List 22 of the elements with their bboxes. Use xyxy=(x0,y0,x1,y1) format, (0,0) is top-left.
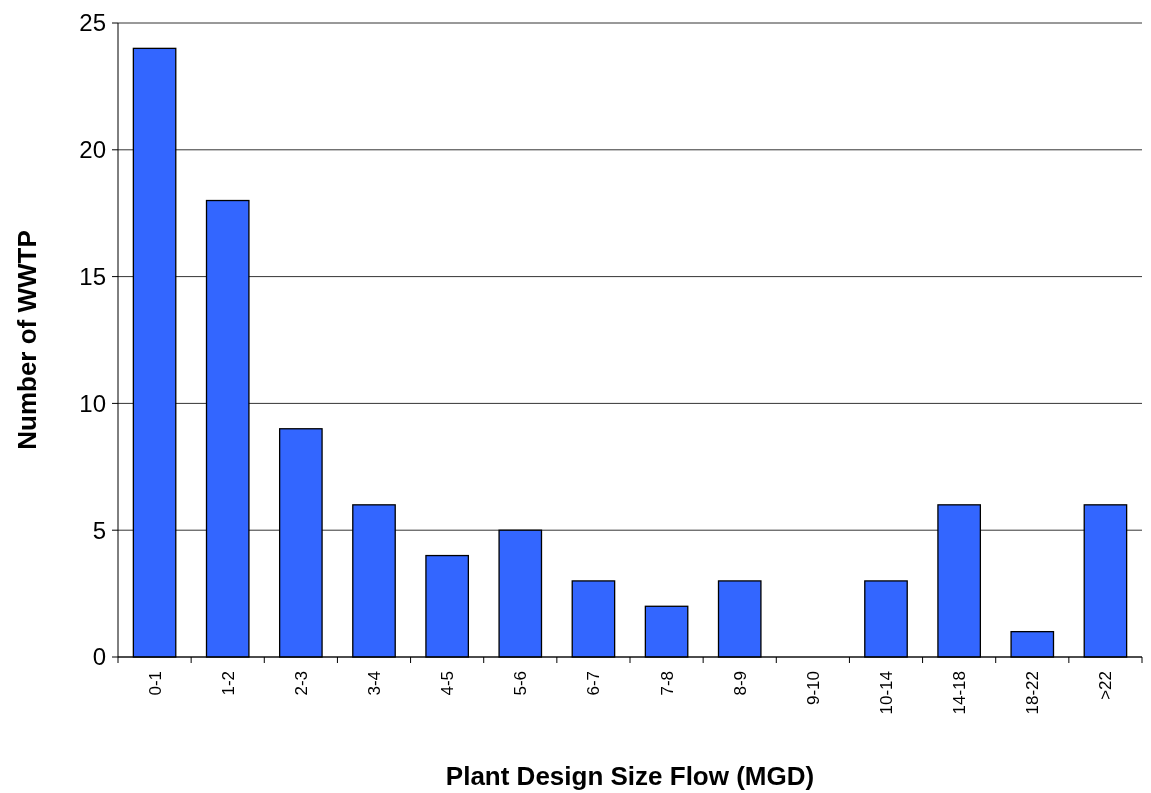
x-tick-label: 18-22 xyxy=(1023,671,1043,715)
y-tick-label: 5 xyxy=(92,516,106,544)
x-tick-label: 4-5 xyxy=(438,671,458,696)
x-tick-label: 8-9 xyxy=(730,671,750,696)
x-tick-label: 3-4 xyxy=(364,671,384,696)
x-tick-label: 14-18 xyxy=(950,671,970,715)
x-tick-label: >22 xyxy=(1096,671,1116,700)
x-tick-label: 2-3 xyxy=(291,671,311,696)
y-axis-title: Number of WWTP xyxy=(12,230,42,450)
y-tick-label: 10 xyxy=(79,389,106,417)
x-axis-title: Plant Design Size Flow (MGD) xyxy=(445,761,815,791)
y-tick-label: 25 xyxy=(79,9,106,37)
x-tick-label: 9-10 xyxy=(803,671,823,706)
x-tick-label: 6-7 xyxy=(584,671,604,696)
x-tick-label: 1-2 xyxy=(218,671,238,696)
y-tick-label: 20 xyxy=(79,136,106,164)
x-tick-label: 7-8 xyxy=(657,671,677,696)
x-tick-label: 5-6 xyxy=(511,671,531,696)
x-tick-label: 10-14 xyxy=(876,671,896,715)
x-tick-label: 0-1 xyxy=(145,671,165,696)
y-tick-label: 0 xyxy=(92,643,106,671)
y-tick-label: 15 xyxy=(79,263,106,290)
